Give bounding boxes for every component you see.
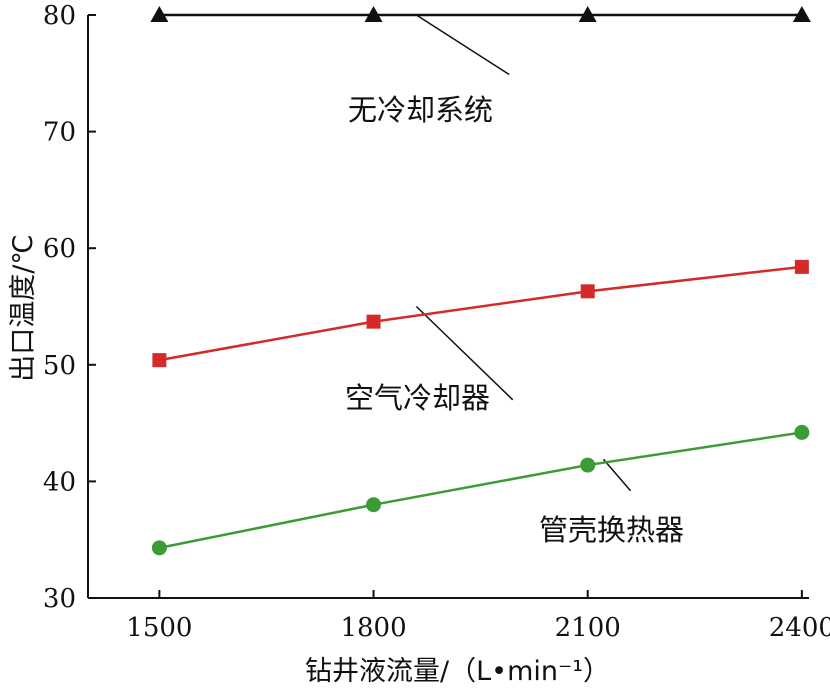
- x-tick-label: 1800: [340, 613, 406, 643]
- series-point-1: [152, 353, 167, 368]
- series-point-1: [580, 284, 595, 299]
- series-point-2: [151, 540, 167, 556]
- y-tick-label: 80: [43, 1, 76, 31]
- y-ticks: 30 40 50 60 70 80: [43, 1, 96, 614]
- series-line-1: [159, 265, 803, 362]
- series-point-2: [366, 497, 382, 513]
- y-tick-label: 40: [43, 467, 76, 497]
- annotation-shell-tube: 管壳换热器: [539, 513, 684, 547]
- x-tick-label: 2100: [555, 613, 621, 643]
- annotation-leader: [415, 14, 510, 76]
- series-point-2: [580, 457, 596, 473]
- y-tick-label: 30: [43, 584, 76, 614]
- series-point-2: [794, 424, 810, 440]
- x-tick-label: 2400: [769, 613, 830, 643]
- x-tick-label: 1500: [126, 613, 192, 643]
- annotation-leaders: [415, 14, 632, 492]
- annotation-no-cooling: 无冷却系统: [348, 93, 493, 127]
- series-point-1: [794, 259, 809, 274]
- y-axis-title: 出口温度/℃: [8, 234, 39, 381]
- series-point-0: [150, 6, 169, 22]
- annotation-leader: [415, 305, 514, 401]
- series-line-2: [159, 431, 803, 550]
- series-point-0: [364, 6, 383, 22]
- x-axis-title: 钻井液流量/（L•min⁻¹）: [305, 656, 610, 687]
- series-point-0: [792, 6, 811, 22]
- x-ticks: 1500 1800 2100 2400: [126, 590, 830, 643]
- y-tick-label: 50: [43, 351, 76, 381]
- annotation-air-cooler: 空气冷却器: [345, 381, 490, 415]
- series-point-0: [578, 6, 597, 22]
- series-point-1: [366, 314, 381, 329]
- y-tick-label: 70: [43, 118, 76, 148]
- series-group: [150, 6, 811, 556]
- y-tick-label: 60: [43, 234, 76, 264]
- annotation-leader: [602, 458, 632, 492]
